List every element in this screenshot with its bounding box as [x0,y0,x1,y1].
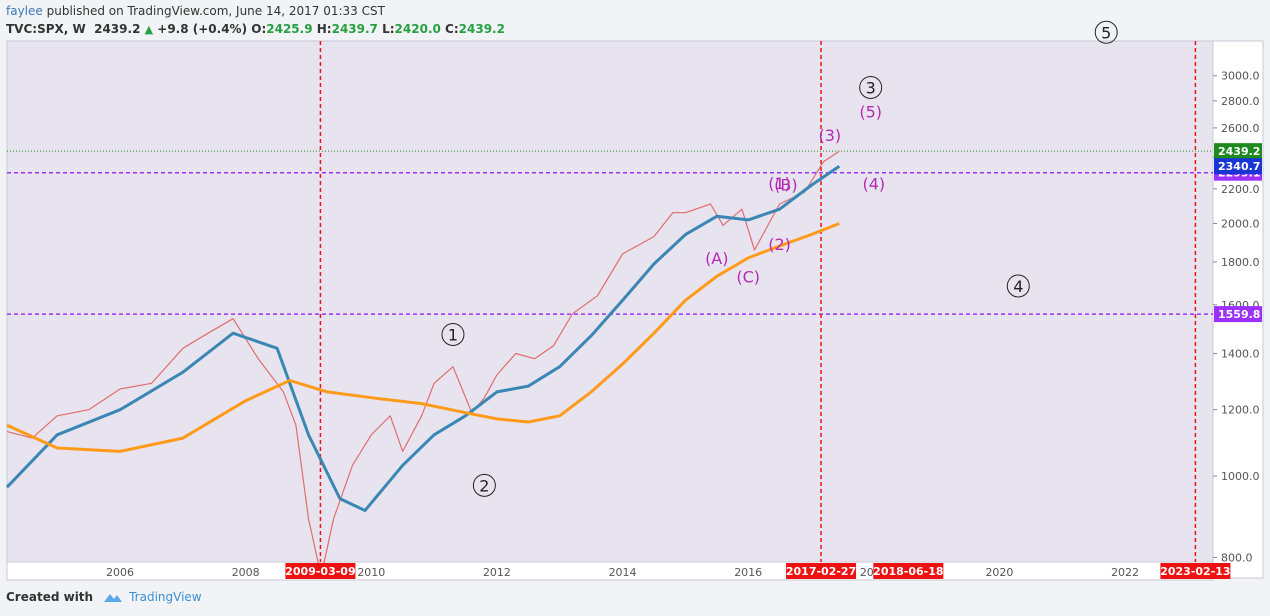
tradingview-link[interactable]: TradingView [101,590,202,604]
wave-label: (2) [768,235,791,254]
created-with-text: Created with [6,590,94,604]
tradingview-brand: TradingView [129,590,202,604]
y-tick-label: 2000.0 [1221,217,1260,230]
level-price-tag: 1559.8 [1218,308,1260,321]
wave-label: (4) [862,174,885,193]
date-tag: 2009-03-09 [285,565,355,578]
wave-label: 4 [1013,277,1023,296]
y-tick-label: 2600.0 [1221,122,1260,135]
price-change: +9.8 (+0.4%) [157,22,248,36]
last-price-tag-bg [1214,143,1262,160]
author-link[interactable]: faylee [6,4,43,18]
x-tick-label: 2010 [357,566,385,579]
date-tag: 2023-02-13 [1160,565,1230,578]
date-tag-bg [285,563,356,579]
low-label: L: [382,22,395,36]
last-price-tag: 2439.2 [1218,145,1260,158]
high-label: H: [316,22,332,36]
x-tick-label: 2022 [1111,566,1139,579]
x-tick-label: 2008 [232,566,260,579]
date-tag: 2018-06-18 [873,565,943,578]
wave-label: (A) [705,249,728,268]
x-tick-label: 2006 [106,566,134,579]
close-value: 2439.2 [458,22,505,36]
cloud-logo-icon [104,594,123,602]
open-value: 2425.9 [266,22,313,36]
wave-circle [1006,274,1030,298]
wave-label: (3) [819,126,842,145]
series-line-price[interactable] [6,150,840,577]
y-tick-label: 1000.0 [1221,470,1260,483]
up-arrow-icon: ▲ [144,23,154,36]
date-tag: 2017-02-27 [786,565,856,578]
wave-circle [472,473,496,497]
last-price: 2439.2 [94,22,141,36]
low-value: 2420.0 [394,22,441,36]
x-tick-label: 2016 [734,566,762,579]
wave-label: (B) [774,175,797,194]
symbol-line: TVC:SPX, W 2439.2 ▲ +9.8 (+0.4%) O:2425.… [6,22,505,36]
y-tick-label: 3000.0 [1221,70,1260,83]
symbol-name: TVC:SPX, W [6,22,86,36]
y-tick-label: 800.0 [1221,551,1253,564]
y-tick-label: 1400.0 [1221,347,1260,360]
series-line-ma-slow[interactable] [6,222,840,453]
wave-label: 1 [448,325,458,344]
footer: Created with TradingView [6,590,202,604]
wave-label: 2 [479,476,489,495]
wave-circle [441,322,465,346]
open-label: O: [251,22,267,36]
publish-line: faylee published on TradingView.com, Jun… [6,4,385,18]
wave-circle [1094,20,1118,44]
plot-area[interactable] [6,40,1214,563]
x-tick-label: 2012 [483,566,511,579]
y-tick-label: 1800.0 [1221,256,1260,269]
ma-price-tag-bg [1214,158,1262,175]
high-value: 2439.7 [331,22,378,36]
ma-price-tag: 2340.7 [1218,160,1260,173]
wave-label: (5) [859,102,882,121]
wave-label: 5 [1101,23,1111,42]
y-tick-label: 2200.0 [1221,183,1260,196]
level-price-tag-bg [1214,306,1262,323]
wave-label: 3 [866,78,876,97]
wave-label: (1) [768,174,791,193]
series-line-ma-fast[interactable] [5,164,841,512]
date-tag-bg [873,563,944,579]
y-tick-label: 1200.0 [1221,404,1260,417]
date-tag-bg [786,563,857,579]
x-tick-label: 2014 [609,566,637,579]
wave-circle [859,75,883,99]
y-tick-label: 2800.0 [1221,95,1260,108]
publish-info: published on TradingView.com, June 14, 2… [46,4,385,18]
date-tag-bg [1160,563,1231,579]
close-label: C: [445,22,459,36]
wave-label: (C) [736,267,760,286]
x-tick-label: 2020 [985,566,1013,579]
